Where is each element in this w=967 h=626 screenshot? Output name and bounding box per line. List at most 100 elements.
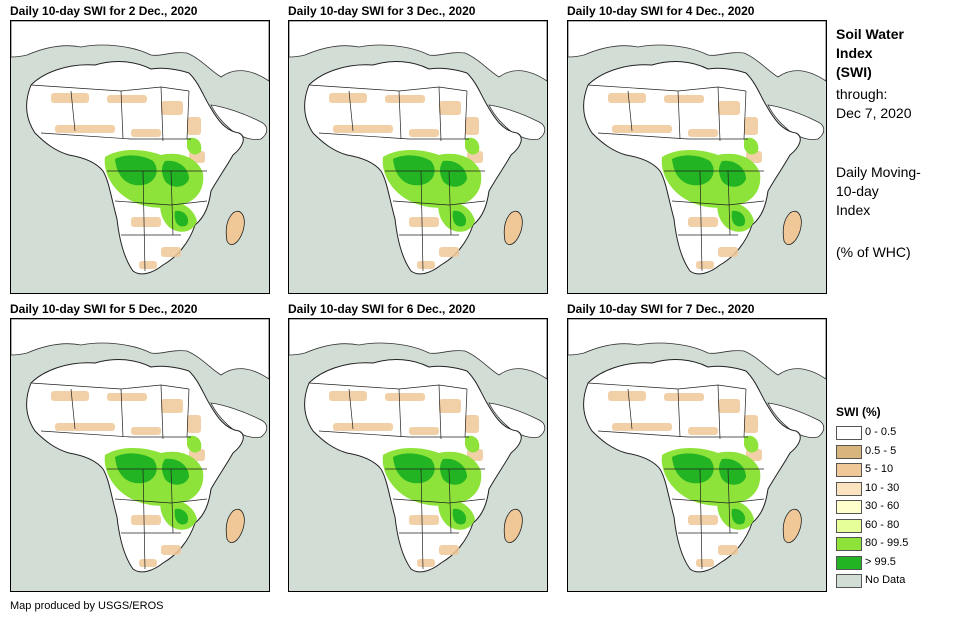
- country-border: [30, 382, 190, 390]
- country-border: [40, 132, 191, 140]
- madagascar-landmass: [782, 508, 802, 543]
- country-border: [160, 384, 164, 440]
- legend-title: SWI (%): [836, 405, 881, 419]
- eurasia-landmass: [11, 319, 269, 380]
- legend-label: 30 - 60: [865, 500, 900, 512]
- arabia-landmass: [767, 104, 825, 140]
- legend-swatch: [836, 426, 862, 440]
- dry-patch: [696, 559, 714, 567]
- country-border: [448, 170, 452, 236]
- legend-label: > 99.5: [865, 555, 896, 568]
- madagascar-landmass: [782, 210, 802, 245]
- dry-patch: [187, 415, 201, 433]
- country-border: [308, 382, 468, 390]
- swi-map-panel-4: Daily 10-day SWI for 5 Dec., 2020: [10, 302, 270, 592]
- dry-patch: [139, 261, 157, 269]
- dry-patch: [107, 95, 147, 103]
- country-border: [392, 498, 486, 504]
- eurasia-landmass: [568, 319, 826, 380]
- saturated-zone: [393, 155, 435, 186]
- dry-patch: [688, 427, 718, 435]
- country-border: [348, 90, 354, 132]
- dry-patch: [744, 117, 758, 135]
- country-border: [318, 132, 469, 140]
- country-border: [448, 468, 452, 534]
- wet-zone: [744, 137, 759, 155]
- legend-swatch: [836, 463, 862, 477]
- through-label: through:: [836, 86, 888, 102]
- dry-patch: [55, 423, 115, 431]
- description-line2: 10-day: [836, 183, 879, 199]
- country-border: [464, 90, 468, 140]
- wet-zone: [187, 435, 202, 453]
- saturated-zone: [719, 458, 746, 485]
- legend-label: 80 - 99.5: [865, 537, 909, 549]
- saturated-zone: [719, 160, 746, 187]
- saturated-zone: [672, 155, 714, 186]
- dry-patch: [131, 129, 161, 137]
- dry-patch: [51, 391, 89, 401]
- country-border: [170, 170, 174, 236]
- country-border: [392, 200, 486, 206]
- dry-patch: [608, 391, 646, 401]
- swi-map-panel-2: Daily 10-day SWI for 3 Dec., 2020: [288, 4, 548, 294]
- africa-map: [288, 20, 548, 294]
- dry-patch: [333, 125, 393, 133]
- dry-patch: [161, 247, 181, 257]
- dry-patch: [161, 101, 183, 115]
- country-border: [597, 132, 748, 140]
- country-border: [186, 90, 190, 140]
- saturated-zone: [115, 453, 157, 484]
- country-border: [671, 200, 765, 206]
- legend-swatch: [836, 537, 862, 551]
- dry-patch: [329, 93, 367, 103]
- dry-patch: [409, 427, 439, 435]
- dry-patch: [664, 95, 704, 103]
- legend-label: 10 - 30: [865, 481, 900, 494]
- index-title-line3: (SWI): [836, 64, 872, 80]
- country-border: [677, 90, 681, 140]
- country-border: [398, 388, 402, 438]
- dry-patch: [439, 399, 461, 413]
- country-border: [420, 468, 424, 570]
- index-title-line1: Soil Water: [836, 26, 904, 42]
- saturated-zone: [440, 160, 467, 187]
- country-border: [677, 388, 681, 438]
- country-border: [464, 388, 468, 438]
- dry-patch: [718, 399, 740, 413]
- country-border: [699, 468, 703, 570]
- eurasia-landmass: [289, 319, 547, 380]
- saturated-zone: [731, 210, 746, 227]
- country-border: [160, 86, 164, 142]
- country-border: [587, 382, 747, 390]
- dry-patch: [131, 217, 161, 227]
- saturated-zone: [174, 508, 189, 525]
- wet-zone: [465, 435, 480, 453]
- dry-patch: [439, 247, 459, 257]
- eurasia-landmass: [289, 21, 547, 82]
- country-border: [727, 170, 731, 236]
- country-border: [627, 90, 633, 132]
- dry-patch: [51, 93, 89, 103]
- index-title-line2: Index: [836, 45, 873, 61]
- dry-patch: [385, 393, 425, 401]
- legend-swatch: [836, 518, 862, 533]
- country-border: [114, 498, 208, 504]
- legend-swatch: [836, 555, 862, 570]
- dry-patch: [696, 261, 714, 269]
- dry-patch: [139, 559, 157, 567]
- saturated-zone: [174, 210, 189, 227]
- country-border: [170, 468, 174, 534]
- panel-title: Daily 10-day SWI for 2 Dec., 2020: [10, 4, 198, 18]
- saturated-zone: [452, 210, 467, 227]
- unit-label: (% of WHC): [836, 244, 911, 260]
- country-border: [438, 86, 442, 142]
- madagascar-landmass: [503, 210, 523, 245]
- country-border: [120, 90, 124, 140]
- saturated-zone: [162, 160, 189, 187]
- country-border: [743, 90, 747, 140]
- country-border: [348, 388, 354, 430]
- dry-patch: [688, 129, 718, 137]
- country-border: [30, 84, 190, 92]
- country-border: [114, 200, 208, 206]
